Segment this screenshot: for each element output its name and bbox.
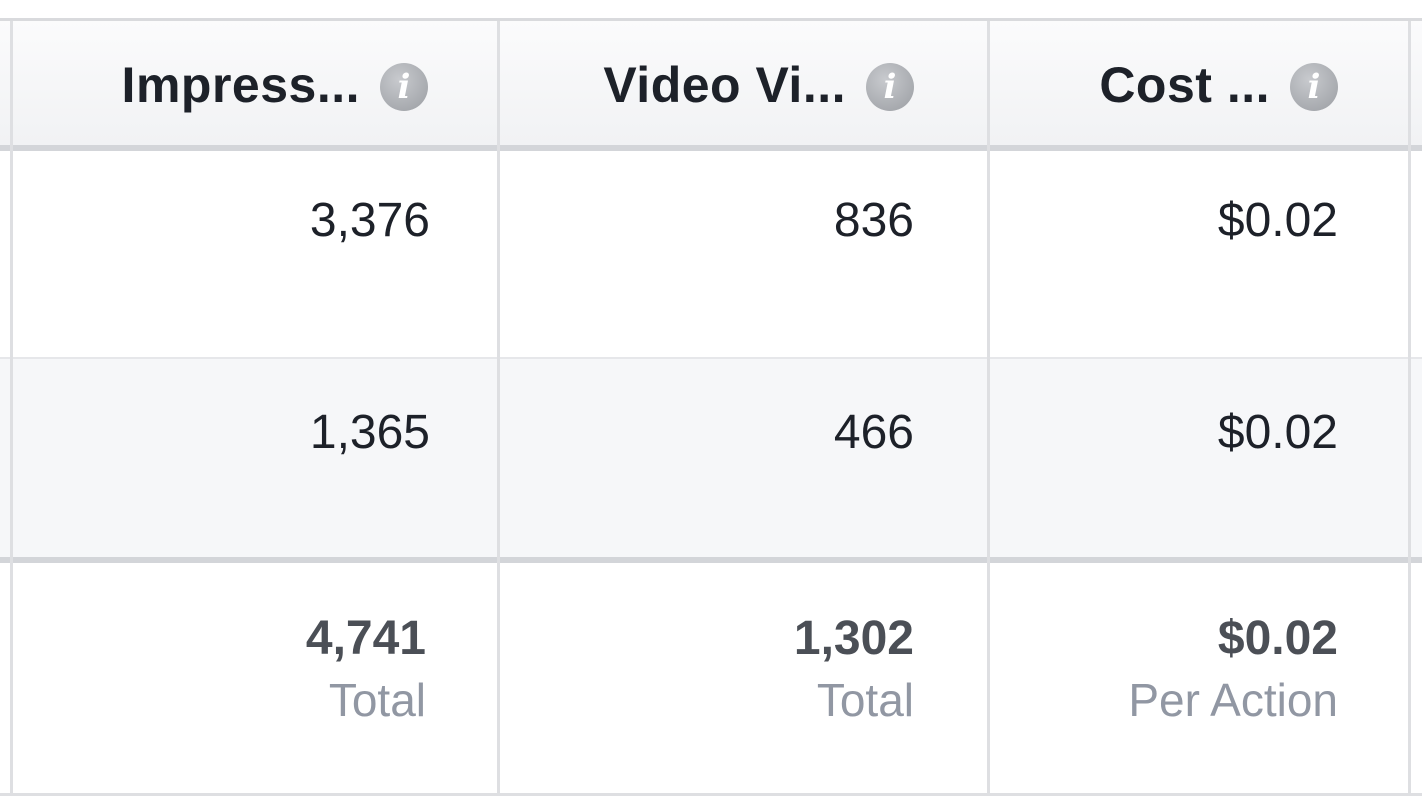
- column-divider[interactable]: [987, 21, 990, 796]
- video-views-value: 466: [833, 406, 914, 459]
- impressions-total-cell: 4,741 Total: [12, 563, 498, 726]
- info-icon[interactable]: i: [380, 63, 428, 111]
- cost-value: $0.02: [1217, 406, 1338, 459]
- column-header-label: Video Vi...: [603, 57, 846, 113]
- impressions-cell: 3,376: [12, 151, 498, 245]
- totals-row: 4,741 Total 1,302 Total $0.02 Per Action: [0, 557, 1422, 799]
- impressions-cell: 1,365: [12, 359, 498, 457]
- table-row[interactable]: 3,376 836 $0.02: [0, 151, 1422, 357]
- cost-total-label: Per Action: [1128, 674, 1338, 726]
- column-divider[interactable]: [10, 21, 13, 796]
- cost-cell: $0.02: [990, 359, 1410, 457]
- column-header-label: Impress...: [121, 57, 360, 113]
- table-header: Impress... i Video Vi... i Cost ... i: [0, 21, 1422, 151]
- impressions-value: 3,376: [309, 194, 430, 247]
- video-views-cell: 466: [500, 359, 988, 457]
- cost-total-value: $0.02: [1217, 612, 1338, 665]
- column-divider[interactable]: [1408, 21, 1411, 796]
- cost-total-cell: $0.02 Per Action: [990, 563, 1410, 726]
- video-views-total-label: Total: [816, 674, 914, 726]
- ads-report-table: Impress... i Video Vi... i Cost ... i 3,…: [0, 18, 1422, 799]
- column-header-cost[interactable]: Cost ... i: [990, 21, 1410, 145]
- column-header-video-views[interactable]: Video Vi... i: [500, 21, 988, 145]
- cost-value: $0.02: [1217, 194, 1338, 247]
- column-header-label: Cost ...: [1099, 57, 1270, 113]
- video-views-cell: 836: [500, 151, 988, 245]
- column-header-impressions[interactable]: Impress... i: [12, 21, 498, 145]
- table-row[interactable]: 1,365 466 $0.02: [0, 357, 1422, 557]
- cost-cell: $0.02: [990, 151, 1410, 245]
- video-views-total-value: 1,302: [793, 612, 914, 665]
- info-icon[interactable]: i: [866, 63, 914, 111]
- video-views-total-cell: 1,302 Total: [500, 563, 988, 726]
- impressions-value: 1,365: [309, 406, 430, 459]
- video-views-value: 836: [833, 194, 914, 247]
- impressions-total-label: Total: [328, 674, 426, 726]
- column-divider[interactable]: [497, 21, 500, 796]
- info-icon[interactable]: i: [1290, 63, 1338, 111]
- table-bottom-border: [0, 793, 1422, 796]
- impressions-total-value: 4,741: [305, 612, 426, 665]
